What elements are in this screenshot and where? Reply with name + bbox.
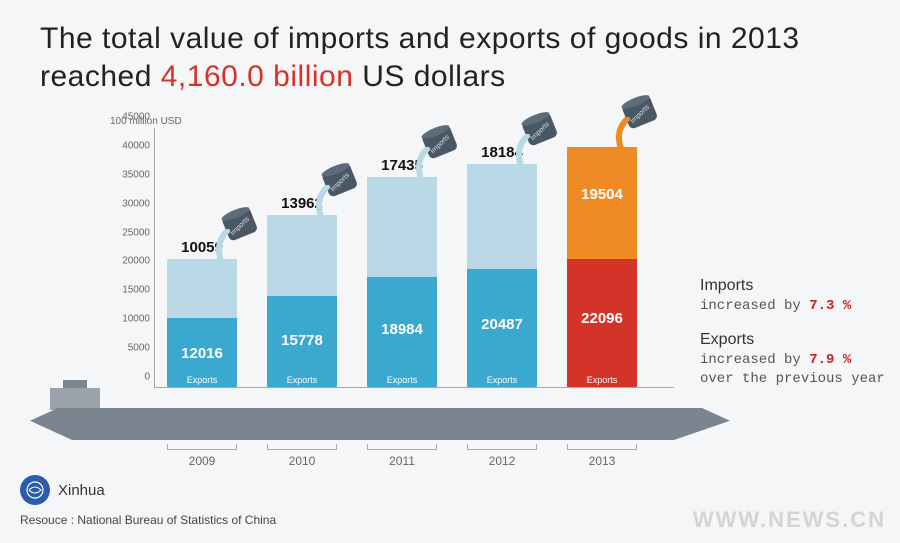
annot-imports-line: increased by bbox=[700, 298, 809, 314]
bucket-icon: Imports bbox=[511, 114, 555, 164]
exports-bottom-label: Exports bbox=[587, 375, 618, 385]
exports-bottom-label: Exports bbox=[287, 375, 318, 385]
footer-agency: Xinhua bbox=[20, 475, 105, 505]
imports-bar: 18184 Imports bbox=[467, 164, 537, 269]
pour-stream-icon bbox=[313, 185, 331, 221]
bar-group: 17435 Imports 18984 Exports bbox=[367, 177, 437, 387]
x-year-label: 2013 bbox=[567, 454, 637, 468]
bucket-icon: Imports bbox=[311, 165, 355, 215]
exports-bottom-label: Exports bbox=[187, 375, 218, 385]
bucket-icon: Imports bbox=[411, 127, 455, 177]
title-highlight: 4,160.0 billion bbox=[161, 60, 354, 93]
annotation-block: Imports increased by 7.3 % Exports incre… bbox=[700, 275, 890, 403]
y-tick: 10000 bbox=[100, 314, 150, 325]
annot-exports-heading: Exports bbox=[700, 329, 890, 351]
annot-tail: over the previous year bbox=[700, 370, 890, 389]
y-tick: 40000 bbox=[100, 140, 150, 151]
exports-bar: 18984 Exports bbox=[367, 277, 437, 387]
xinhua-logo-icon bbox=[20, 475, 50, 505]
exports-value: 18984 bbox=[381, 321, 423, 338]
bucket-label: Imports bbox=[329, 172, 351, 193]
ship-silhouette bbox=[30, 388, 730, 440]
y-tick: 20000 bbox=[100, 256, 150, 267]
bar-group: 18184 Imports 20487 Exports bbox=[467, 164, 537, 387]
exports-value: 20487 bbox=[481, 316, 523, 333]
bar-group: 10059 Imports 12016 Exports bbox=[167, 259, 237, 387]
exports-value: 22096 bbox=[581, 310, 623, 327]
pour-stream-icon bbox=[213, 229, 231, 265]
bucket-label: Imports bbox=[629, 104, 651, 125]
exports-value: 15778 bbox=[281, 332, 323, 349]
exports-bar: 22096 Exports bbox=[567, 259, 637, 387]
annot-imports-pct: 7.3 % bbox=[809, 298, 851, 314]
bucket-label: Imports bbox=[429, 133, 451, 154]
x-bracket bbox=[467, 444, 537, 450]
x-year-label: 2011 bbox=[367, 454, 437, 468]
footer-agency-label: Xinhua bbox=[58, 482, 105, 499]
bucket-label: Imports bbox=[529, 120, 551, 141]
y-tick: 0 bbox=[100, 372, 150, 383]
ship-superstructure bbox=[50, 388, 100, 410]
y-tick: 30000 bbox=[100, 198, 150, 209]
page-title: The total value of imports and exports o… bbox=[40, 20, 900, 95]
x-bracket bbox=[367, 444, 437, 450]
x-bracket bbox=[267, 444, 337, 450]
exports-bar: 15778 Exports bbox=[267, 296, 337, 387]
exports-value: 12016 bbox=[181, 345, 223, 362]
imports-bar: 10059 Imports bbox=[167, 259, 237, 317]
bucket-icon: Imports bbox=[611, 97, 655, 147]
annot-exports-line: increased by bbox=[700, 352, 809, 368]
y-tick: 5000 bbox=[100, 343, 150, 354]
imports-bar: 13962 Imports bbox=[267, 215, 337, 296]
plot-area: 10059 Imports 12016Exports13962 Imports … bbox=[154, 128, 674, 388]
bar-group: 19504 Imports 22096 Exports bbox=[567, 147, 637, 387]
y-tick: 45000 bbox=[100, 112, 150, 123]
annot-imports-heading: Imports bbox=[700, 275, 890, 297]
pour-stream-icon bbox=[613, 117, 631, 153]
x-year-label: 2010 bbox=[267, 454, 337, 468]
bucket-icon: Imports bbox=[211, 209, 255, 259]
y-tick: 25000 bbox=[100, 227, 150, 238]
x-year-label: 2012 bbox=[467, 454, 537, 468]
ship-hull bbox=[30, 408, 730, 440]
exports-bar: 20487 Exports bbox=[467, 269, 537, 387]
y-tick: 15000 bbox=[100, 285, 150, 296]
bar-group: 13962 Imports 15778 Exports bbox=[267, 215, 337, 387]
footer-resource: Resouce : National Bureau of Statistics … bbox=[20, 513, 276, 527]
pour-stream-icon bbox=[513, 134, 531, 170]
pour-stream-icon bbox=[413, 147, 431, 183]
x-year-label: 2009 bbox=[167, 454, 237, 468]
x-bracket bbox=[167, 444, 237, 450]
exports-bar: 12016 Exports bbox=[167, 318, 237, 387]
imports-value: 19504 bbox=[581, 186, 623, 203]
x-axis: 2009 2010 2011 2012 2013 bbox=[155, 450, 675, 490]
exports-bottom-label: Exports bbox=[487, 375, 518, 385]
y-axis: 0 5000 10000 15000 20000 25000 30000 35000 40000… bbox=[90, 128, 150, 388]
exports-bottom-label: Exports bbox=[387, 375, 418, 385]
title-post: US dollars bbox=[353, 60, 505, 93]
bucket-label: Imports bbox=[229, 216, 251, 237]
watermark: WWW.NEWS.CN bbox=[693, 507, 886, 533]
x-bracket bbox=[567, 444, 637, 450]
imports-bar: 19504 Imports bbox=[567, 147, 637, 260]
annot-exports-pct: 7.9 % bbox=[809, 352, 851, 368]
y-tick: 35000 bbox=[100, 169, 150, 180]
imports-bar: 17435 Imports bbox=[367, 177, 437, 278]
